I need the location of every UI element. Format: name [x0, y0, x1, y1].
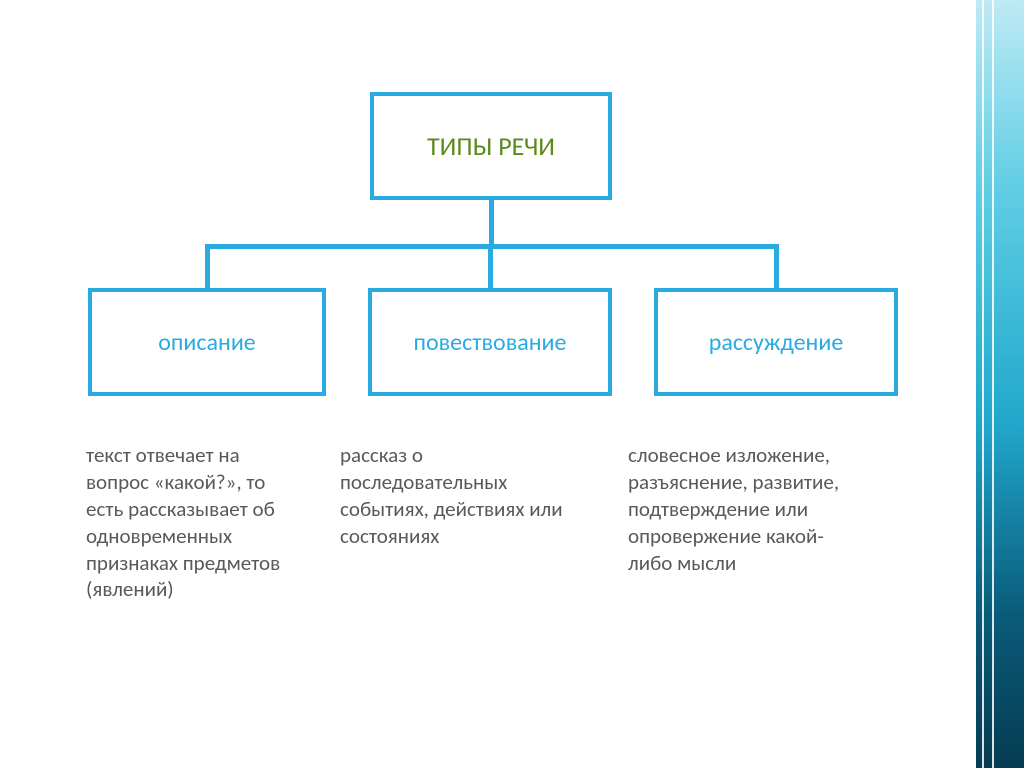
- side-line-1: [982, 0, 984, 768]
- side-line-2: [992, 0, 994, 768]
- child-node: описание: [88, 288, 326, 396]
- connector-line: [774, 244, 779, 288]
- child-label: рассуждение: [709, 328, 844, 357]
- child-node: повествование: [368, 288, 612, 396]
- child-label: описание: [158, 328, 256, 357]
- child-node: рассуждение: [654, 288, 898, 396]
- slide: ТИПЫ РЕЧИ описание повествование рассужден…: [0, 0, 1024, 768]
- connector-line: [489, 200, 494, 249]
- description-text: текст отвечает на вопрос «какой?», то ес…: [86, 442, 296, 603]
- description-text: рассказ о последовательных событиях, дей…: [340, 442, 568, 550]
- root-label: ТИПЫ РЕЧИ: [427, 130, 555, 162]
- child-label: повествование: [414, 328, 567, 357]
- description-text: словесное изложение, разъяснение, развит…: [628, 442, 854, 576]
- root-node: ТИПЫ РЕЧИ: [370, 92, 612, 200]
- side-gradient-bar: [976, 0, 1024, 768]
- connector-line: [205, 244, 210, 288]
- connector-line: [488, 244, 493, 288]
